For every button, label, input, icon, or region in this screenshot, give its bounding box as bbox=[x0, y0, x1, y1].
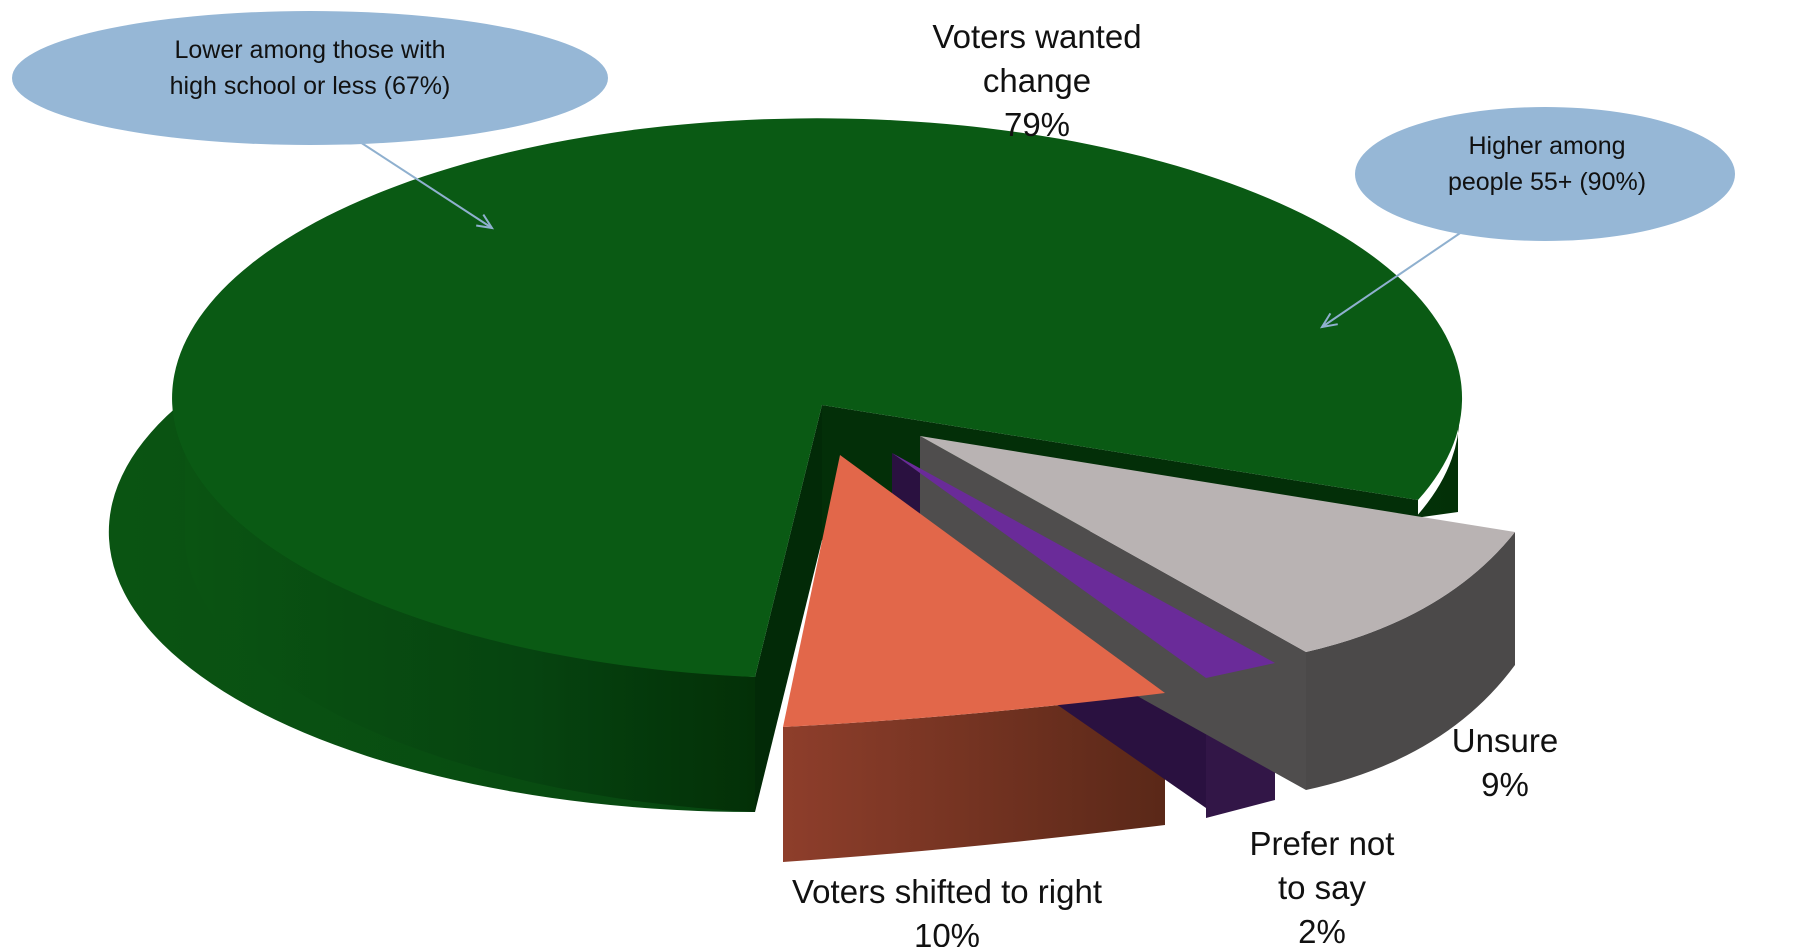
left-callout-arrowhead bbox=[476, 214, 495, 230]
slice-prefer-not-to-say bbox=[892, 453, 1275, 678]
callout-arrows bbox=[359, 141, 1473, 329]
label-voters-shifted-to-right-value: 10% bbox=[914, 917, 980, 947]
label-unsure-value: 9% bbox=[1481, 766, 1529, 803]
slice-labels: Voters wanted change 79% Voters shifted to … bbox=[792, 18, 1558, 947]
green-slice-inner-wall bbox=[755, 405, 822, 812]
green-slice-rim bbox=[185, 400, 755, 812]
label-voters-wanted-change-line: change bbox=[983, 62, 1091, 99]
right-callout-arrowhead bbox=[1319, 312, 1338, 329]
right-callout-bubble bbox=[1355, 107, 1735, 241]
label-prefer-not-to-say-value: 2% bbox=[1298, 913, 1346, 947]
label-prefer-not-to-say-line: Prefer not bbox=[1250, 825, 1395, 862]
label-voters-shifted-to-right-line: Voters shifted to right bbox=[792, 873, 1102, 910]
left-callout-text: high school or less (67%) bbox=[170, 72, 451, 100]
orange-slice-side bbox=[783, 693, 1165, 862]
left-callout-arrow-line bbox=[359, 141, 493, 229]
label-voters-wanted-change-line: Voters wanted bbox=[932, 18, 1141, 55]
right-callout-arrow-line bbox=[1321, 224, 1473, 328]
label-voters-wanted-change-value: 79% bbox=[1004, 106, 1070, 143]
slice-unsure bbox=[920, 436, 1515, 652]
left-callout-bubble bbox=[12, 11, 608, 145]
slice-voters-shifted-to-right bbox=[783, 455, 1165, 727]
right-callout-text: Higher among bbox=[1468, 132, 1625, 160]
slice-voters-wanted-change bbox=[172, 118, 1463, 677]
label-prefer-not-to-say-line: to say bbox=[1278, 869, 1367, 906]
pie-slices bbox=[172, 118, 1515, 727]
gray-slice-front bbox=[1306, 532, 1515, 790]
callouts: Lower among those with high school or les… bbox=[12, 11, 1735, 241]
left-callout-text: Lower among those with bbox=[175, 36, 446, 64]
right-callout-text: people 55+ (90%) bbox=[1448, 168, 1646, 196]
label-unsure-line: Unsure bbox=[1452, 722, 1558, 759]
